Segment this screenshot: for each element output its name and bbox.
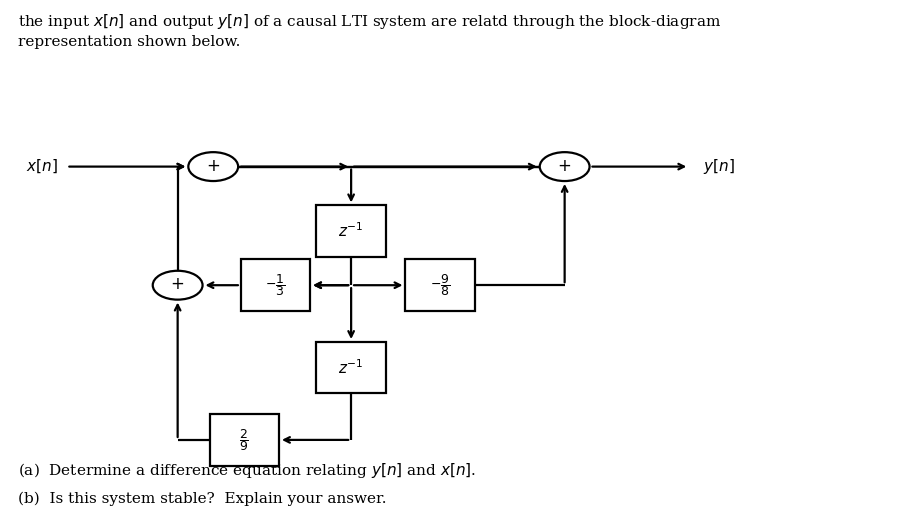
Text: $-\dfrac{9}{8}$: $-\dfrac{9}{8}$ xyxy=(429,272,450,298)
Text: +: + xyxy=(206,157,220,174)
FancyBboxPatch shape xyxy=(241,259,311,311)
Text: (b)  Is this system stable?  Explain your answer.: (b) Is this system stable? Explain your … xyxy=(17,492,386,506)
FancyBboxPatch shape xyxy=(405,259,475,311)
Text: $z^{-1}$: $z^{-1}$ xyxy=(339,358,364,377)
Text: (a)  Determine a difference equation relating $y[n]$ and $x[n]$.: (a) Determine a difference equation rela… xyxy=(17,461,476,479)
Text: $z^{-1}$: $z^{-1}$ xyxy=(339,222,364,241)
Text: representation shown below.: representation shown below. xyxy=(17,35,240,49)
FancyBboxPatch shape xyxy=(316,342,386,394)
Circle shape xyxy=(539,152,589,181)
Text: +: + xyxy=(171,275,184,293)
Text: $\dfrac{2}{9}$: $\dfrac{2}{9}$ xyxy=(240,427,250,453)
Text: $x[n]$: $x[n]$ xyxy=(25,158,57,176)
Text: $-\dfrac{1}{3}$: $-\dfrac{1}{3}$ xyxy=(265,272,286,298)
Text: +: + xyxy=(558,157,571,174)
FancyBboxPatch shape xyxy=(210,414,279,466)
Circle shape xyxy=(188,152,238,181)
FancyBboxPatch shape xyxy=(316,205,386,257)
Text: the input $x[n]$ and output $y[n]$ of a causal LTI system are relatd through the: the input $x[n]$ and output $y[n]$ of a … xyxy=(17,12,721,31)
Circle shape xyxy=(153,271,202,300)
Text: $y[n]$: $y[n]$ xyxy=(703,157,735,176)
